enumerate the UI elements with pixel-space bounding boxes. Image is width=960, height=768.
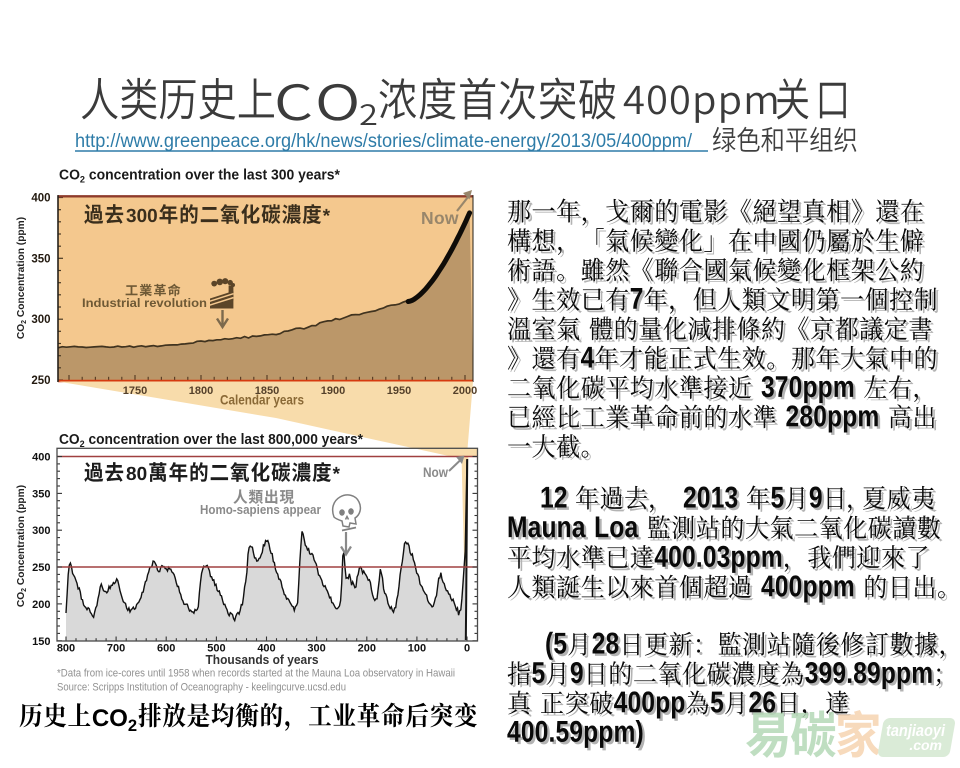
svg-text:200: 200 bbox=[32, 599, 50, 611]
svg-text:Homo-sapiens appear: Homo-sapiens appear bbox=[200, 503, 321, 517]
svg-text:Thousands of years: Thousands of years bbox=[206, 652, 319, 667]
svg-text:150: 150 bbox=[32, 636, 50, 648]
svg-text:250: 250 bbox=[31, 375, 50, 387]
svg-text:1800: 1800 bbox=[189, 385, 213, 397]
svg-text:CO2 Concentration (ppm): CO2 Concentration (ppm) bbox=[16, 485, 28, 607]
svg-text:2000: 2000 bbox=[453, 385, 477, 397]
svg-text:500: 500 bbox=[207, 643, 225, 655]
svg-text:350: 350 bbox=[32, 488, 50, 500]
svg-text:http://www.greenpeace.org/hk/n: http://www.greenpeace.org/hk/news/storie… bbox=[75, 131, 693, 152]
svg-text:200: 200 bbox=[358, 643, 376, 655]
svg-text:Now: Now bbox=[421, 208, 459, 228]
svg-text:600: 600 bbox=[157, 643, 175, 655]
svg-text:1950: 1950 bbox=[387, 385, 411, 397]
svg-text:Source: Scripps Institution of: Source: Scripps Institution of Oceanogra… bbox=[57, 682, 346, 694]
svg-text:tanjiaoyi: tanjiaoyi bbox=[886, 722, 945, 740]
svg-text:350: 350 bbox=[31, 253, 50, 265]
svg-text:0: 0 bbox=[464, 643, 470, 655]
svg-text:Calendar years: Calendar years bbox=[220, 393, 304, 408]
svg-text:250: 250 bbox=[32, 562, 50, 574]
svg-text:Industrial revolution: Industrial revolution bbox=[82, 298, 207, 310]
svg-text:1850: 1850 bbox=[255, 385, 279, 397]
svg-text:300: 300 bbox=[32, 525, 50, 537]
svg-text:300: 300 bbox=[307, 643, 325, 655]
svg-text:400: 400 bbox=[32, 452, 50, 464]
svg-text:400: 400 bbox=[257, 643, 275, 655]
svg-text:100: 100 bbox=[408, 643, 426, 655]
svg-text:CO2 concentration over the las: CO2 concentration over the last 300 year… bbox=[59, 168, 340, 186]
svg-text:1750: 1750 bbox=[123, 385, 147, 397]
svg-text:CO2 Concentration (ppm): CO2 Concentration (ppm) bbox=[16, 217, 28, 339]
svg-text:300: 300 bbox=[31, 314, 50, 326]
svg-text:CO2 concentration over the las: CO2 concentration over the last 800,000 … bbox=[59, 432, 363, 450]
svg-text:400: 400 bbox=[31, 193, 50, 205]
svg-text:1900: 1900 bbox=[321, 385, 345, 397]
svg-text:700: 700 bbox=[107, 643, 125, 655]
svg-text:Now: Now bbox=[423, 465, 448, 480]
svg-text:*Data from ice-cores until 195: *Data from ice-cores until 1958 when rec… bbox=[57, 668, 455, 680]
svg-text:800: 800 bbox=[57, 643, 75, 655]
svg-text:.com: .com bbox=[909, 737, 942, 753]
